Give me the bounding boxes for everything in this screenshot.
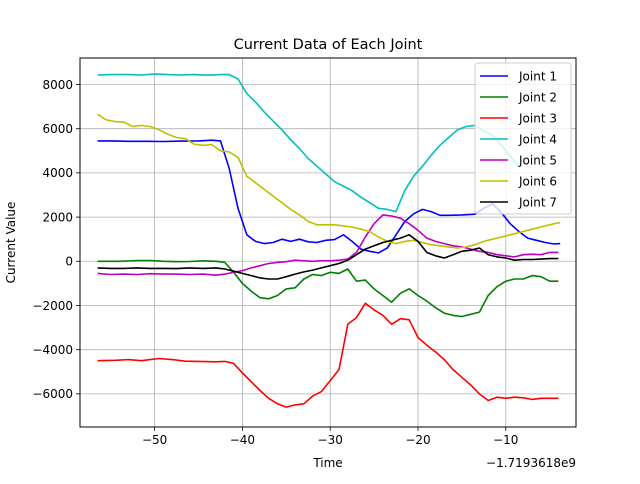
y-axis-label: Current Value	[4, 202, 18, 284]
y-axis-ticks: −6000 −4000 −2000 0 2000 4000 6000 8000	[32, 78, 80, 401]
series-line-joint-7	[97, 234, 559, 280]
x-axis-offset: −1.7193618e9	[486, 456, 576, 470]
y-tick-label: −6000	[32, 387, 73, 401]
series-line-joint-3	[97, 302, 559, 408]
x-axis-ticks: −50 −40 −30 −20 −10	[142, 427, 518, 447]
legend-label-joint-6: Joint 6	[518, 174, 557, 188]
series-lines	[97, 73, 561, 408]
y-tick-label: 8000	[42, 78, 73, 92]
legend-label-joint-2: Joint 2	[518, 90, 557, 104]
y-tick-label: 6000	[42, 122, 73, 136]
x-axis-label: Time	[312, 456, 342, 470]
series-line-joint-6	[97, 113, 561, 249]
legend-label-joint-4: Joint 4	[518, 132, 557, 146]
plot-frame	[79, 57, 577, 428]
series-line-joint-2	[97, 259, 559, 318]
x-tick-label: −30	[318, 433, 343, 447]
y-tick-label: 2000	[42, 210, 73, 224]
legend-label-joint-5: Joint 5	[518, 153, 557, 167]
y-tick-label: 0	[65, 255, 73, 269]
legend-label-joint-3: Joint 3	[518, 111, 557, 125]
legend: Joint 1 Joint 2 Joint 3 Joint 4 Joint 5 Joint…	[474, 62, 572, 215]
legend-label-joint-1: Joint 1	[518, 69, 557, 83]
y-tick-label: −4000	[32, 343, 73, 357]
x-tick-label: −20	[405, 433, 430, 447]
x-tick-label: −50	[142, 433, 167, 447]
series-line-joint-5	[97, 214, 559, 277]
x-tick-label: −40	[230, 433, 255, 447]
legend-box	[474, 62, 572, 215]
series-line-joint-4	[97, 73, 520, 213]
chart-title: Current Data of Each Joint	[234, 37, 423, 53]
y-tick-label: 4000	[42, 166, 73, 180]
x-tick-label: −10	[493, 433, 518, 447]
legend-label-joint-7: Joint 7	[518, 195, 557, 209]
y-tick-label: −2000	[32, 299, 73, 313]
